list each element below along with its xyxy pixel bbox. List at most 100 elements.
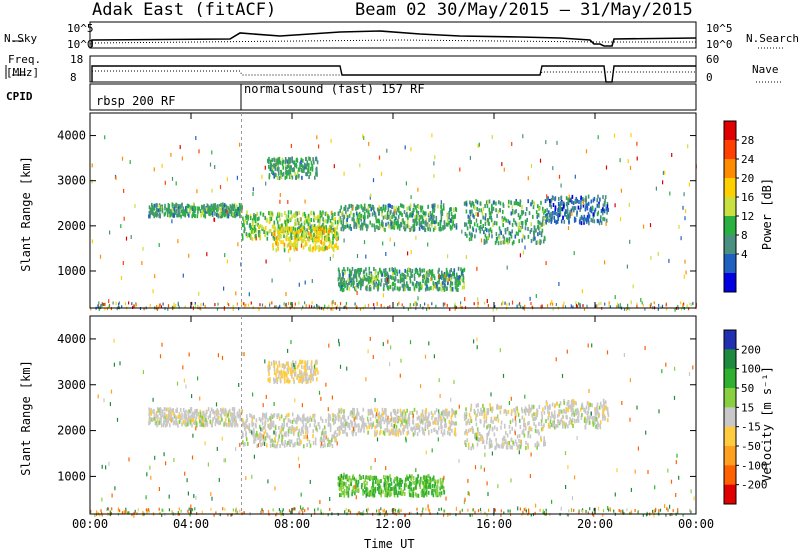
echo-cell (312, 224, 314, 229)
y-tick-label: 3000 (57, 174, 86, 188)
echo-cell (149, 214, 151, 219)
echo-cell (266, 432, 268, 437)
noise-cell (535, 294, 537, 298)
echo-cell (403, 274, 406, 278)
echo-cell (300, 236, 303, 241)
echo-cell (525, 221, 527, 226)
noise-cell (115, 175, 117, 180)
echo-cell (355, 223, 358, 228)
echo-cell (341, 480, 343, 485)
echo-cell (545, 213, 547, 218)
echo-cell (369, 489, 372, 494)
echo-cell (208, 208, 211, 213)
echo-cell (477, 403, 479, 408)
echo-cell (487, 218, 489, 223)
echo-cell (336, 427, 339, 431)
echo-cell (311, 228, 313, 233)
echo-cell (171, 212, 174, 217)
echo-cell (355, 432, 357, 437)
echo-cell (538, 226, 540, 231)
echo-cell (503, 216, 506, 221)
echo-cell (521, 407, 523, 412)
echo-cell (495, 442, 498, 447)
echo-cell (543, 235, 546, 240)
echo-cell (554, 197, 556, 202)
echo-cell (377, 285, 380, 290)
ground-cell (202, 302, 204, 306)
echo-cell (217, 416, 220, 420)
echo-cell (338, 275, 341, 280)
echo-cell (286, 222, 288, 227)
echo-cell (389, 275, 392, 279)
echo-cell (396, 221, 398, 226)
noise-cell (109, 230, 111, 235)
noise-cell (239, 142, 241, 147)
echo-cell (385, 408, 387, 413)
echo-cell (394, 223, 396, 228)
echo-cell (535, 228, 537, 233)
echo-cell (158, 420, 161, 425)
ground-cell (619, 303, 621, 307)
echo-cell (506, 433, 509, 438)
echo-cell (432, 281, 435, 286)
noise-cell (440, 200, 442, 205)
echo-cell (305, 422, 307, 427)
echo-cell (172, 416, 174, 421)
echo-cell (409, 228, 411, 232)
echo-cell (422, 210, 424, 215)
noise-cell (237, 242, 239, 247)
echo-cell (486, 411, 488, 416)
echo-cell (495, 221, 498, 226)
echo-cell (340, 279, 342, 284)
echo-cell (166, 213, 169, 218)
noise-cell (378, 155, 381, 160)
echo-cell (289, 165, 291, 170)
echo-cell (309, 415, 312, 420)
echo-cell (418, 216, 420, 221)
echo-cell (431, 415, 433, 420)
echo-cell (568, 220, 570, 225)
echo-cell (388, 429, 391, 434)
noise-cell (223, 286, 225, 291)
echo-cell (352, 284, 355, 289)
ground-cell (308, 304, 310, 308)
ground-cell (575, 301, 577, 305)
echo-cell (229, 412, 232, 417)
echo-cell (469, 218, 471, 223)
echo-cell (448, 419, 451, 424)
echo-cell (558, 412, 560, 417)
echo-cell (371, 410, 374, 415)
echo-cell (468, 421, 471, 426)
echo-cell (264, 233, 266, 238)
echo-cell (488, 445, 491, 450)
echo-cell (428, 412, 430, 417)
ground-cell (650, 304, 652, 308)
echo-cell (176, 213, 178, 218)
echo-cell (384, 428, 386, 433)
echo-cell (249, 429, 252, 434)
echo-cell (422, 274, 424, 279)
echo-cell (384, 271, 386, 276)
ground-cell (100, 305, 102, 309)
echo-cell (488, 430, 490, 435)
echo-cell (514, 419, 517, 424)
echo-cell (424, 410, 427, 415)
echo-cell (303, 435, 305, 440)
noise-cell (400, 279, 402, 284)
echo-cell (547, 196, 549, 201)
noise-cell (213, 217, 215, 222)
echo-cell (354, 491, 356, 496)
echo-cell (368, 266, 371, 271)
echo-cell (317, 238, 320, 243)
echo-cell (334, 220, 337, 225)
echo-cell (283, 234, 285, 239)
echo-cell (354, 286, 356, 291)
echo-cell (388, 483, 390, 488)
echo-cell (194, 410, 197, 414)
echo-cell (296, 246, 298, 251)
echo-cell (522, 210, 525, 215)
echo-cell (401, 278, 403, 283)
echo-cell (209, 419, 212, 424)
echo-cell (481, 226, 484, 231)
